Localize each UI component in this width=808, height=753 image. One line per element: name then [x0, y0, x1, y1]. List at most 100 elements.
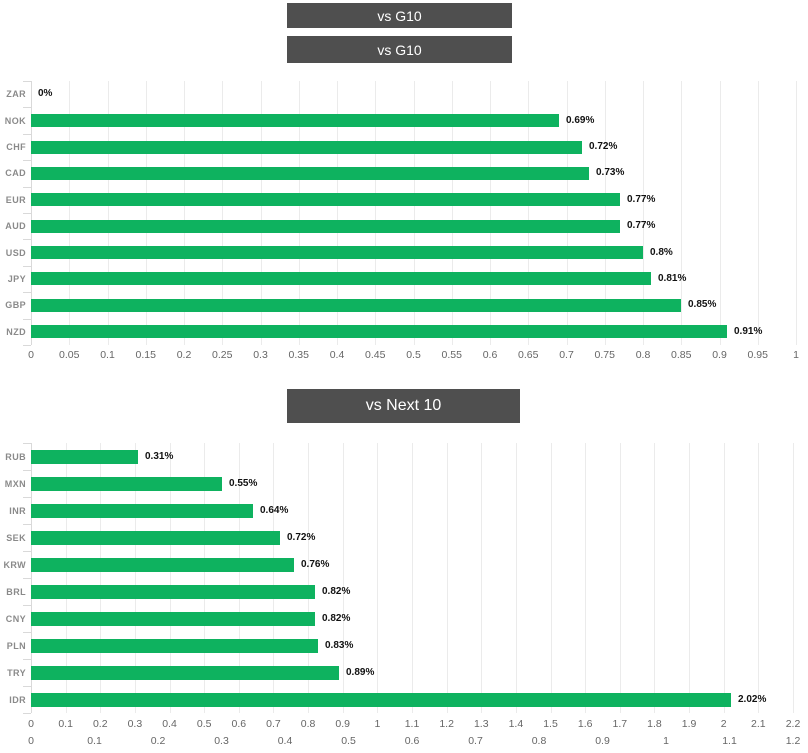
gridline [169, 443, 171, 713]
value-label: 2.02% [738, 694, 767, 705]
x-axis-tick-label: 0.75 [594, 349, 615, 361]
x-axis-tick-label: 1.7 [612, 718, 628, 730]
value-label: 0% [38, 88, 53, 99]
bar[interactable] [31, 585, 315, 599]
gridline [481, 443, 483, 713]
x-axis-tick-label: 0.05 [59, 349, 80, 361]
chart-vs-g10: 0 0.05 0.1 0.15 0.2 0.25 0.3 0.35 0.4 0.45 0.5 0.55… [0, 81, 808, 371]
x-axis-tick-label: 1 [793, 349, 799, 361]
value-label: 0.72% [287, 532, 316, 543]
category-axis-tick [23, 686, 31, 687]
x-axis-tick-label: 0.1 [87, 735, 102, 747]
bar[interactable] [31, 325, 727, 338]
gridline [31, 81, 32, 345]
bar[interactable] [31, 220, 620, 233]
bar[interactable] [31, 558, 294, 572]
gridline [412, 443, 413, 713]
gridline [446, 443, 448, 713]
x-axis-tick-label: 2.1 [751, 718, 766, 730]
gridline [100, 443, 102, 713]
caption-vs-g10-top: vs G10 [287, 3, 512, 28]
category-axis-tick [23, 134, 31, 135]
bar[interactable] [31, 299, 681, 312]
x-axis-tick-label: 0.5 [341, 735, 356, 747]
x-axis-tick-label: 0.8 [635, 349, 651, 361]
category-axis-tick [23, 292, 31, 293]
value-label: 0.77% [627, 220, 656, 231]
bar[interactable] [31, 531, 280, 545]
x-axis-tick-label: 0.85 [671, 349, 692, 361]
x-axis-tick-label: 0.5 [406, 349, 421, 361]
category-label: MXN [4, 479, 26, 489]
bar[interactable] [31, 693, 731, 707]
gridline [515, 443, 517, 713]
category-axis-tick [23, 551, 31, 552]
chart-vs-next-10: 0 0.1 0.2 0.3 0.4 0.5 0.6 0.7 0.8 0.9 1 1.1 1.2 1.3 1.… [0, 443, 808, 743]
category-axis-tick [23, 524, 31, 525]
category-label: CNY [5, 614, 26, 624]
bar[interactable] [31, 504, 253, 518]
category-label: INR [9, 506, 26, 516]
x-axis-tick-label: 0.7 [468, 735, 483, 747]
category-axis-tick [23, 605, 31, 606]
x-axis-tick-label: 0.3 [127, 718, 143, 730]
x-axis-tick-label: 2 [720, 718, 727, 730]
category-axis-tick [23, 497, 31, 498]
gridline [723, 443, 725, 713]
bar[interactable] [31, 193, 620, 206]
x-axis-tick-label: 2.2 [785, 718, 801, 730]
bar[interactable] [31, 114, 559, 127]
gridline [793, 443, 794, 713]
x-axis-tick-label: 0.3 [253, 349, 268, 361]
category-axis-tick [23, 443, 31, 444]
value-label: 0.73% [596, 167, 625, 178]
x-axis-tick-label: 0.6 [404, 735, 420, 747]
gridline [528, 81, 530, 345]
value-label: 0.82% [322, 586, 351, 597]
gridline [719, 81, 721, 345]
x-axis-tick-label: 0.95 [747, 349, 768, 361]
gridline [342, 443, 344, 713]
value-label: 0.55% [229, 478, 258, 489]
x-axis-tick-label: 0.6 [482, 349, 498, 361]
category-axis-tick [23, 632, 31, 633]
x-axis-tick-label: 0.25 [212, 349, 233, 361]
bar[interactable] [31, 450, 138, 464]
bar[interactable] [31, 612, 315, 626]
x-axis-tick-label: 1 [374, 718, 381, 730]
value-label: 0.64% [260, 505, 289, 516]
gridline [238, 443, 240, 713]
gridline [585, 443, 587, 713]
bar[interactable] [31, 477, 222, 491]
caption-vs-next-10: vs Next 10 [287, 389, 520, 423]
x-axis-tick-label: 1 [663, 735, 669, 747]
gridline [550, 443, 552, 713]
bar[interactable] [31, 639, 318, 653]
x-axis-tick-label: 0 [28, 349, 34, 361]
x-axis-tick-label: 1.8 [647, 718, 662, 730]
gridline [490, 81, 491, 345]
x-axis-tick-label: 0.7 [559, 349, 574, 361]
x-axis-tick-label: 0.9 [595, 735, 610, 747]
gridline [377, 443, 379, 713]
category-axis-tick [23, 160, 31, 161]
category-axis-tick [23, 213, 31, 214]
bar[interactable] [31, 167, 589, 180]
x-axis-tick-label: 0.9 [335, 718, 351, 730]
bar[interactable] [31, 272, 651, 285]
bar[interactable] [31, 666, 339, 680]
x-axis-tick-label: 0 [28, 735, 34, 747]
bar[interactable] [31, 246, 643, 259]
category-label: PLN [6, 641, 26, 651]
category-axis-tick [23, 345, 31, 346]
x-axis-tick-label: 0 [28, 718, 34, 730]
category-axis-tick [23, 659, 31, 660]
x-axis-tick-label: 0.45 [365, 349, 386, 361]
category-label: AUD [5, 221, 26, 231]
chart-clipped-axis: 0 0.1 0.2 0.3 0.4 0.5 0.6 0.7 0.8 0.9 1 1.1 1.2 [0, 733, 808, 753]
bar[interactable] [31, 141, 582, 154]
gridline [308, 443, 310, 713]
x-axis-tick-label: 0.5 [196, 718, 212, 730]
value-label: 0.89% [346, 667, 375, 678]
gridline [273, 443, 275, 713]
